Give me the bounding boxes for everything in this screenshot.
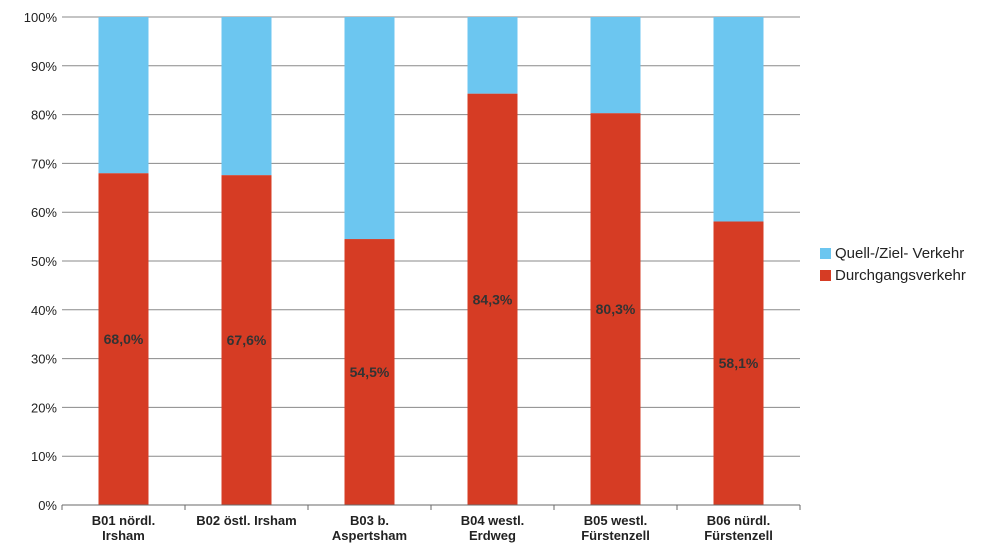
data-label: 68,0%: [104, 331, 144, 347]
y-tick-label: 50%: [31, 254, 57, 269]
y-tick-label: 80%: [31, 108, 57, 123]
x-axis: [61, 504, 801, 510]
x-category-label: Irsham: [102, 528, 145, 543]
y-tick-label: 40%: [31, 303, 57, 318]
data-label: 58,1%: [719, 355, 759, 371]
y-tick-label: 20%: [31, 400, 57, 415]
x-category-label: B05 westl.: [584, 513, 648, 528]
bar-segment-quell-ziel-verkehr: [221, 17, 272, 176]
x-category-label: B01 nördl.: [92, 513, 156, 528]
data-label: 80,3%: [596, 301, 636, 317]
bar-segment-durchgangsverkehr: [590, 113, 641, 506]
legend-swatch: [820, 270, 831, 281]
legend-swatch: [820, 248, 831, 259]
data-label: 54,5%: [350, 364, 390, 380]
gridlines: [62, 16, 800, 506]
bar-segment-quell-ziel-verkehr: [590, 17, 641, 114]
bar-segment-durchgangsverkehr: [98, 173, 149, 505]
x-category-label: Aspertsham: [332, 528, 407, 543]
y-tick-label: 60%: [31, 205, 57, 220]
y-tick-label: 90%: [31, 59, 57, 74]
data-labels: 68,0% 67,6% 54,5% 84,3% 80,3% 58,1%: [104, 291, 759, 380]
x-category-label: Erdweg: [469, 528, 516, 543]
x-category-label: B03 b.: [350, 513, 389, 528]
bar-segment-durchgangsverkehr: [344, 239, 395, 506]
x-category-label: B02 östl. Irsham: [196, 513, 296, 528]
x-axis-category-labels: B01 nördl.Irsham B02 östl. Irsham B03 b.As…: [92, 513, 773, 543]
y-tick-label: 10%: [31, 449, 57, 464]
y-tick-label: 30%: [31, 352, 57, 367]
bar-segment-durchgangsverkehr: [221, 175, 272, 505]
legend: Quell-/Ziel- Verkehr Durchgangsverkehr: [820, 245, 966, 284]
bar-segment-quell-ziel-verkehr: [467, 17, 518, 94]
x-category-label: Fürstenzell: [581, 528, 650, 543]
x-category-label: Fürstenzell: [704, 528, 773, 543]
data-label: 84,3%: [473, 291, 513, 307]
x-category-label: B04 westl.: [461, 513, 525, 528]
bar-segment-quell-ziel-verkehr: [98, 17, 149, 174]
bar-segment-quell-ziel-verkehr: [713, 17, 764, 222]
data-label: 67,6%: [227, 332, 267, 348]
y-axis-tick-labels: 0% 10% 20% 30% 40% 50% 60% 70% 80% 90% 100%: [24, 10, 58, 513]
legend-label: Quell-/Ziel- Verkehr: [835, 245, 964, 262]
x-category-label: B06 nürdl.: [707, 513, 771, 528]
legend-label: Durchgangsverkehr: [835, 267, 966, 284]
bar-segment-durchgangsverkehr: [713, 221, 764, 506]
y-tick-label: 100%: [24, 10, 58, 25]
y-tick-label: 70%: [31, 156, 57, 171]
y-tick-label: 0%: [38, 498, 57, 513]
bars: [98, 17, 764, 506]
bar-segment-durchgangsverkehr: [467, 93, 518, 505]
bar-segment-quell-ziel-verkehr: [344, 17, 395, 240]
